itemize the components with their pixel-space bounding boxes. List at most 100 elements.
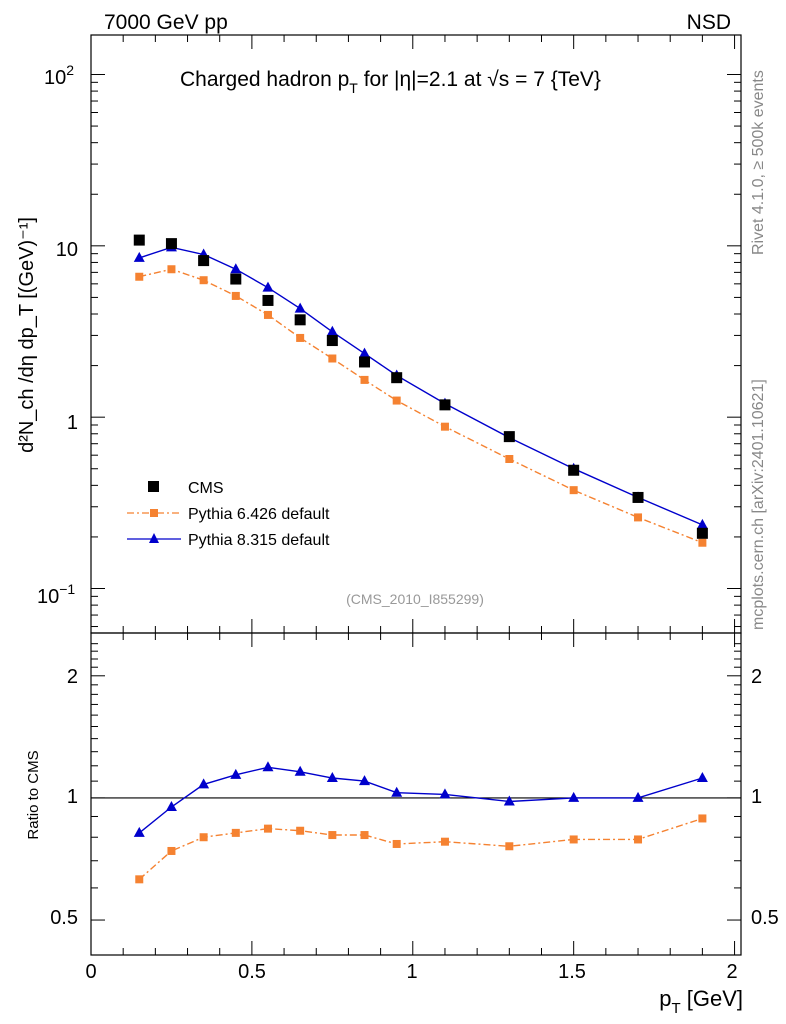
ytick-label-1: 1 (67, 412, 78, 434)
ratio-series-layer (91, 761, 741, 884)
point-pythia6 (392, 396, 401, 405)
ratio-point-pythia8 (262, 761, 274, 772)
ratio-ytick-1-left: 1 (67, 786, 78, 808)
ytick-label-100-base: 10 (44, 67, 66, 89)
point-cms (439, 399, 451, 411)
ytick-label-10: 10 (56, 239, 78, 261)
ratio-point-pythia6 (698, 814, 707, 823)
plot-title-suffix: for |η|=2.1 at √s = 7 {TeV} (358, 68, 601, 91)
main-y-axis-label-text: d²N_ch /dη dp_T [(GeV)⁻¹] (16, 217, 38, 453)
ratio-point-pythia8 (632, 791, 644, 802)
ratio-point-pythia6 (328, 831, 337, 840)
plot-title-sub: T (349, 80, 358, 96)
legend-p8-label: Pythia 8.315 default (188, 532, 330, 549)
ratio-point-pythia8 (230, 768, 242, 779)
ratio-ytick-05-left: 0.5 (50, 907, 78, 929)
point-pythia8 (133, 251, 145, 262)
ratio-point-pythia6 (569, 835, 578, 844)
ytick-label-100: 102 (44, 62, 74, 89)
header-energy-label: 7000 GeV pp (104, 11, 228, 34)
point-cms (262, 294, 274, 306)
point-pythia6 (360, 375, 369, 384)
ratio-point-pythia8 (326, 771, 338, 782)
series-line-pythia6 (139, 268, 703, 544)
ratio-line-pythia8 (138, 766, 703, 834)
ratio-point-pythia8 (359, 775, 371, 786)
ratio-point-pythia6 (231, 828, 240, 837)
ytick-label-0.1: 10−1 (37, 581, 75, 608)
legend-p6-marker (150, 509, 158, 517)
ratio-point-pythia6 (263, 824, 272, 833)
point-pythia8 (262, 281, 274, 292)
point-cms (696, 527, 708, 539)
point-pythia8 (230, 263, 242, 274)
legend-p8-marker (149, 533, 159, 543)
ratio-point-pythia6 (199, 833, 208, 842)
point-pythia8 (294, 302, 306, 313)
ytick-label-0.1-exp: −1 (59, 581, 75, 597)
xtick-label-0.5: 0.5 (238, 961, 266, 983)
point-cms (133, 234, 145, 246)
point-cms (632, 491, 644, 503)
legend-cms-label: CMS (188, 480, 224, 497)
main-y-axis-label: d²N_ch /dη dp_T [(GeV)⁻¹] (16, 217, 38, 453)
point-pythia6 (167, 265, 176, 274)
ratio-y-axis-label: Ratio to CMS (25, 750, 42, 839)
xtick-label-1.5: 1.5 (558, 961, 586, 983)
x-axis-label: pT [GeV] (659, 986, 743, 1017)
point-pythia6 (328, 354, 337, 363)
series-line-pythia8 (139, 246, 703, 526)
point-cms (165, 238, 177, 250)
analysis-tag: (CMS_2010_I855299) (346, 591, 484, 607)
point-pythia6 (296, 333, 305, 342)
x-ticks (90, 35, 736, 955)
legend: CMS Pythia 6.426 default Pythia 8.315 de… (127, 480, 330, 549)
ratio-ytick-2-right: 2 (751, 666, 762, 688)
legend-cms-marker (148, 481, 159, 492)
rivet-version-label: Rivet 4.1.0, ≥ 500k events (750, 70, 767, 255)
xtick-label-2: 2 (726, 961, 737, 983)
ratio-point-pythia6 (135, 875, 144, 884)
ratio-point-pythia6 (392, 839, 401, 848)
point-pythia6 (199, 276, 208, 285)
ratio-panel-frame (90, 632, 742, 956)
plot-title: Charged hadron pT for |η|=2.1 at √s = 7 … (180, 68, 601, 96)
point-pythia6 (698, 538, 707, 547)
point-cms (326, 335, 338, 347)
point-pythia6 (440, 422, 449, 431)
ratio-point-pythia8 (165, 800, 177, 811)
ratio-point-pythia6 (167, 846, 176, 855)
ratio-point-pythia6 (634, 835, 643, 844)
ytick-label-100-exp: 2 (66, 62, 74, 78)
ratio-point-pythia6 (360, 831, 369, 840)
point-pythia6 (505, 454, 514, 463)
ratio-point-pythia8 (391, 786, 403, 797)
legend-p6-label: Pythia 6.426 default (188, 506, 330, 523)
main-y-ticks (91, 73, 741, 628)
header-process-label: NSD (687, 11, 731, 34)
ratio-point-pythia8 (568, 791, 580, 802)
point-pythia6 (231, 291, 240, 300)
point-cms (359, 356, 371, 368)
x-axis-label-p: p (659, 986, 671, 1011)
point-pythia8 (326, 325, 338, 336)
point-pythia6 (569, 486, 578, 495)
ratio-point-pythia8 (696, 771, 708, 782)
point-pythia6 (263, 310, 272, 319)
x-axis-label-unit: [GeV] (681, 986, 743, 1011)
ratio-point-pythia6 (440, 837, 449, 846)
ratio-point-pythia6 (505, 842, 514, 851)
xtick-label-0: 0 (85, 961, 96, 983)
ratio-ytick-1-right: 1 (751, 786, 762, 808)
x-axis-label-sub: T (671, 1000, 680, 1017)
ratio-ytick-2-left: 2 (67, 666, 78, 688)
point-cms (391, 372, 403, 384)
ratio-point-pythia8 (503, 795, 515, 806)
ratio-point-pythia8 (198, 778, 210, 789)
plot-title-prefix: Charged hadron p (180, 68, 349, 91)
point-cms (503, 431, 515, 443)
ratio-point-pythia6 (296, 826, 305, 835)
ytick-label-0.1-base: 10 (37, 586, 59, 608)
point-cms (198, 255, 210, 267)
